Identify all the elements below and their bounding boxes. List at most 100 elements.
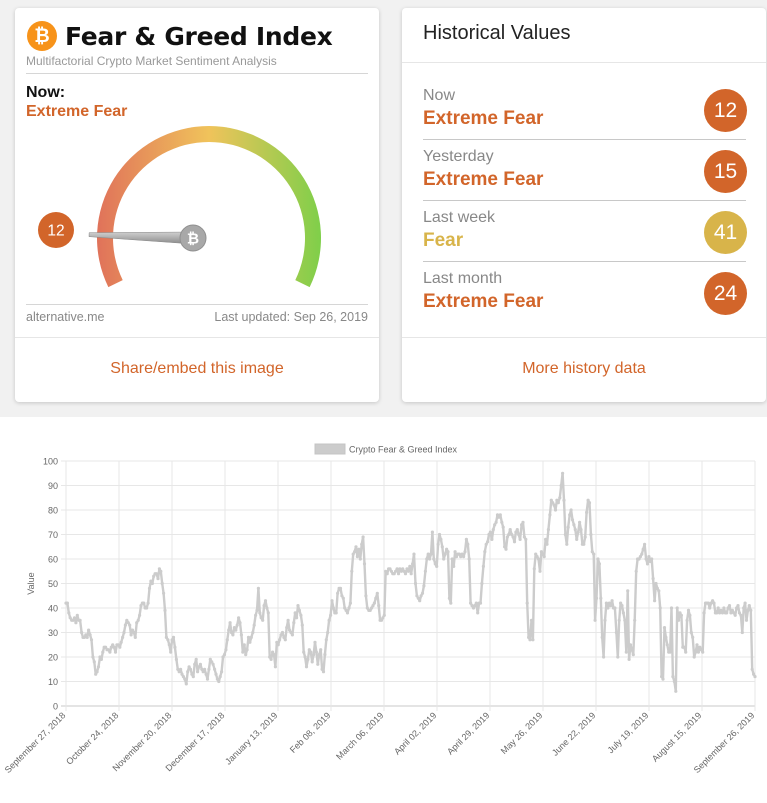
historical-values-title: Historical Values (423, 22, 571, 44)
data-point (708, 606, 712, 610)
now-classification: Extreme Fear (26, 103, 128, 120)
data-point (388, 567, 392, 571)
footer-divider (26, 304, 368, 305)
data-point (585, 510, 589, 514)
data-point (255, 608, 259, 612)
data-point (296, 604, 300, 608)
data-point (490, 537, 494, 541)
data-point (245, 648, 249, 652)
data-point (679, 613, 684, 617)
data-point (350, 569, 354, 573)
data-point (546, 528, 551, 532)
data-point (228, 621, 232, 625)
data-point (331, 606, 335, 610)
x-tick-label: May 26, 2019 (499, 710, 545, 756)
data-point (596, 557, 600, 561)
x-tick-label: August 15, 2019 (650, 710, 703, 763)
data-point (371, 604, 375, 608)
y-tick-label: 40 (48, 604, 58, 614)
data-point (135, 621, 139, 625)
data-point (133, 635, 137, 639)
history-value-badge: 15 (704, 150, 747, 193)
data-point (375, 591, 379, 595)
now-value-badge (38, 212, 74, 248)
data-point (138, 613, 142, 617)
data-point (609, 604, 613, 608)
y-tick-label: 70 (48, 530, 58, 540)
data-point (486, 540, 490, 544)
data-point (304, 665, 309, 669)
chart-legend: Crypto Fear & Greed Index (314, 443, 458, 455)
data-point (733, 613, 737, 617)
data-point (201, 670, 205, 674)
data-point (338, 586, 343, 590)
data-point (208, 657, 212, 661)
history-classification: Extreme Fear (423, 169, 544, 190)
data-point (377, 604, 381, 608)
data-point (302, 650, 306, 654)
data-point (467, 557, 471, 561)
more-history-link[interactable]: More history data (522, 360, 646, 377)
data-point (343, 606, 347, 610)
data-point (259, 616, 263, 620)
data-point (295, 616, 299, 620)
data-point (162, 591, 166, 595)
history-period: Last month (423, 270, 503, 287)
data-point (590, 550, 594, 554)
data-point (186, 670, 190, 674)
data-point (154, 572, 159, 576)
data-point (610, 599, 614, 603)
data-point (494, 520, 498, 524)
data-point (210, 660, 214, 664)
data-point (307, 648, 311, 652)
historical-values-card: Historical Values Now Extreme Fear 12 Ye… (402, 8, 766, 402)
history-classification: Extreme Fear (423, 291, 544, 312)
data-point (589, 532, 593, 537)
legend-label: Crypto Fear & Greed Index (349, 445, 458, 455)
data-point (576, 530, 580, 534)
data-point (607, 601, 611, 605)
data-point (452, 564, 456, 568)
data-point (181, 675, 185, 679)
data-point (637, 557, 641, 561)
data-point (620, 604, 624, 608)
data-point (702, 611, 706, 615)
chart-series (64, 471, 757, 693)
data-point (183, 677, 187, 681)
data-point (146, 601, 150, 605)
data-point (235, 623, 239, 627)
data-point (749, 608, 753, 612)
data-point (292, 621, 296, 625)
link-divider (402, 337, 766, 338)
data-point (285, 626, 289, 630)
data-point (561, 471, 565, 475)
data-point (551, 501, 555, 505)
gauge-arc (97, 126, 321, 288)
data-point (358, 557, 362, 561)
data-point (252, 623, 256, 627)
data-point (241, 650, 245, 654)
data-point (313, 640, 317, 644)
data-point (694, 650, 698, 654)
data-point (436, 542, 440, 546)
data-point (278, 638, 282, 642)
data-point (457, 552, 461, 556)
share-embed-link[interactable]: Share/embed this image (110, 360, 284, 377)
data-point (518, 537, 522, 541)
data-point (562, 498, 566, 502)
data-point (555, 498, 559, 502)
data-point (478, 601, 483, 605)
data-point (501, 525, 505, 529)
data-point (408, 564, 412, 568)
data-point (94, 672, 98, 676)
data-point (647, 555, 651, 559)
data-point (370, 606, 374, 610)
y-tick-label: 90 (48, 481, 58, 491)
fear-greed-history-chart: 0 10 20 30 40 50 60 70 80 90 100 September 27, 2018… (3, 443, 757, 775)
data-point (720, 611, 725, 615)
data-point (527, 635, 531, 639)
data-point (74, 621, 78, 625)
data-point (579, 528, 583, 532)
data-point (312, 653, 316, 657)
data-point (340, 594, 344, 598)
